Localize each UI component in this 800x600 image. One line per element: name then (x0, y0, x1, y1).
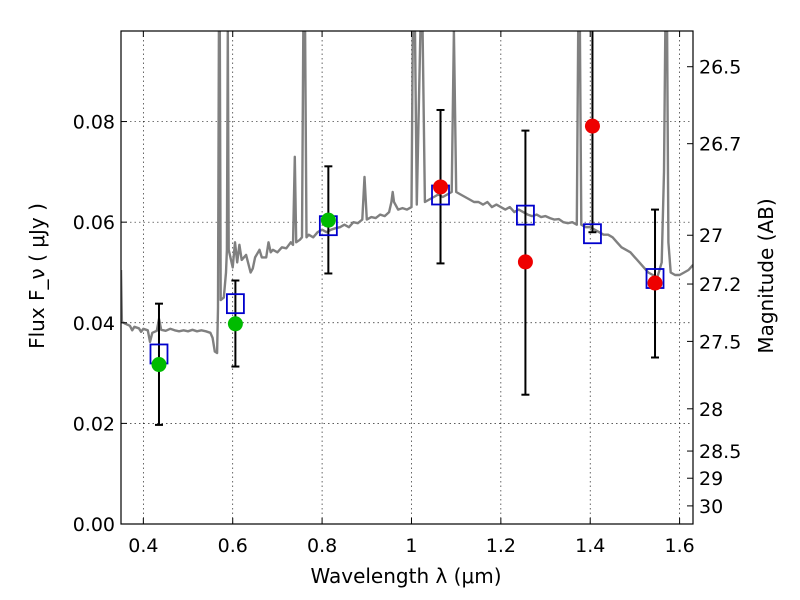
x-tick-label: 0.8 (307, 535, 337, 557)
observed-point-green (151, 357, 167, 373)
model-photometry-markers (149, 184, 665, 365)
y2-tick-label: 27.2 (699, 274, 741, 296)
y-tick-label: 0.00 (73, 514, 115, 536)
x-tick-label: 1.6 (664, 535, 694, 557)
y2-tick-label: 29 (699, 468, 723, 490)
y-tick-label: 0.06 (73, 212, 115, 234)
y2-axis-label: Magnitude (AB) (754, 198, 778, 353)
model-photometry-box (516, 204, 535, 226)
y2-tick-label: 27 (699, 225, 723, 247)
plot-frame (120, 30, 694, 525)
y2-tick-label: 26.7 (699, 134, 741, 156)
model-photometry-box (225, 293, 245, 315)
y2-tick-label: 30 (699, 496, 723, 518)
tick-labels: 0.4 0.6 0.8 1 1.2 1.4 1.6 0.00 0.02 0.04 0.06 0.08 2… (73, 57, 742, 557)
y-tick-label: 0.02 (73, 413, 115, 435)
y2-tick-label: 28 (699, 399, 723, 421)
x-tick-label: 1.4 (575, 535, 605, 557)
x-tick-label: 1.2 (486, 535, 516, 557)
y-tick-label: 0.08 (73, 112, 115, 134)
observed-point-red (584, 118, 600, 134)
observed-point-green (227, 316, 243, 332)
y2-tick-label: 26.5 (699, 57, 741, 79)
y2-tick-label: 28.5 (699, 441, 741, 463)
observed-point-green (320, 212, 336, 228)
observed-point-red (433, 179, 449, 195)
model-spectrum (121, 31, 693, 355)
y-axis-label: Flux F_ν ( μJy ) (25, 203, 49, 349)
x-tick-label: 1 (405, 535, 417, 557)
model-spectrum-line (121, 31, 693, 355)
grid-lines (121, 31, 693, 525)
x-axis-label: Wavelength λ (μm) (310, 564, 501, 588)
y-tick-label: 0.04 (73, 313, 115, 335)
y2-tick-label: 27.5 (699, 331, 741, 353)
axis-ticks (121, 31, 693, 525)
observed-point-red (647, 275, 663, 291)
x-tick-label: 0.4 (128, 535, 158, 557)
observed-photometry-markers (151, 118, 663, 373)
x-tick-label: 0.6 (218, 535, 248, 557)
observed-point-red (517, 254, 533, 270)
model-photometry-box (583, 223, 602, 245)
